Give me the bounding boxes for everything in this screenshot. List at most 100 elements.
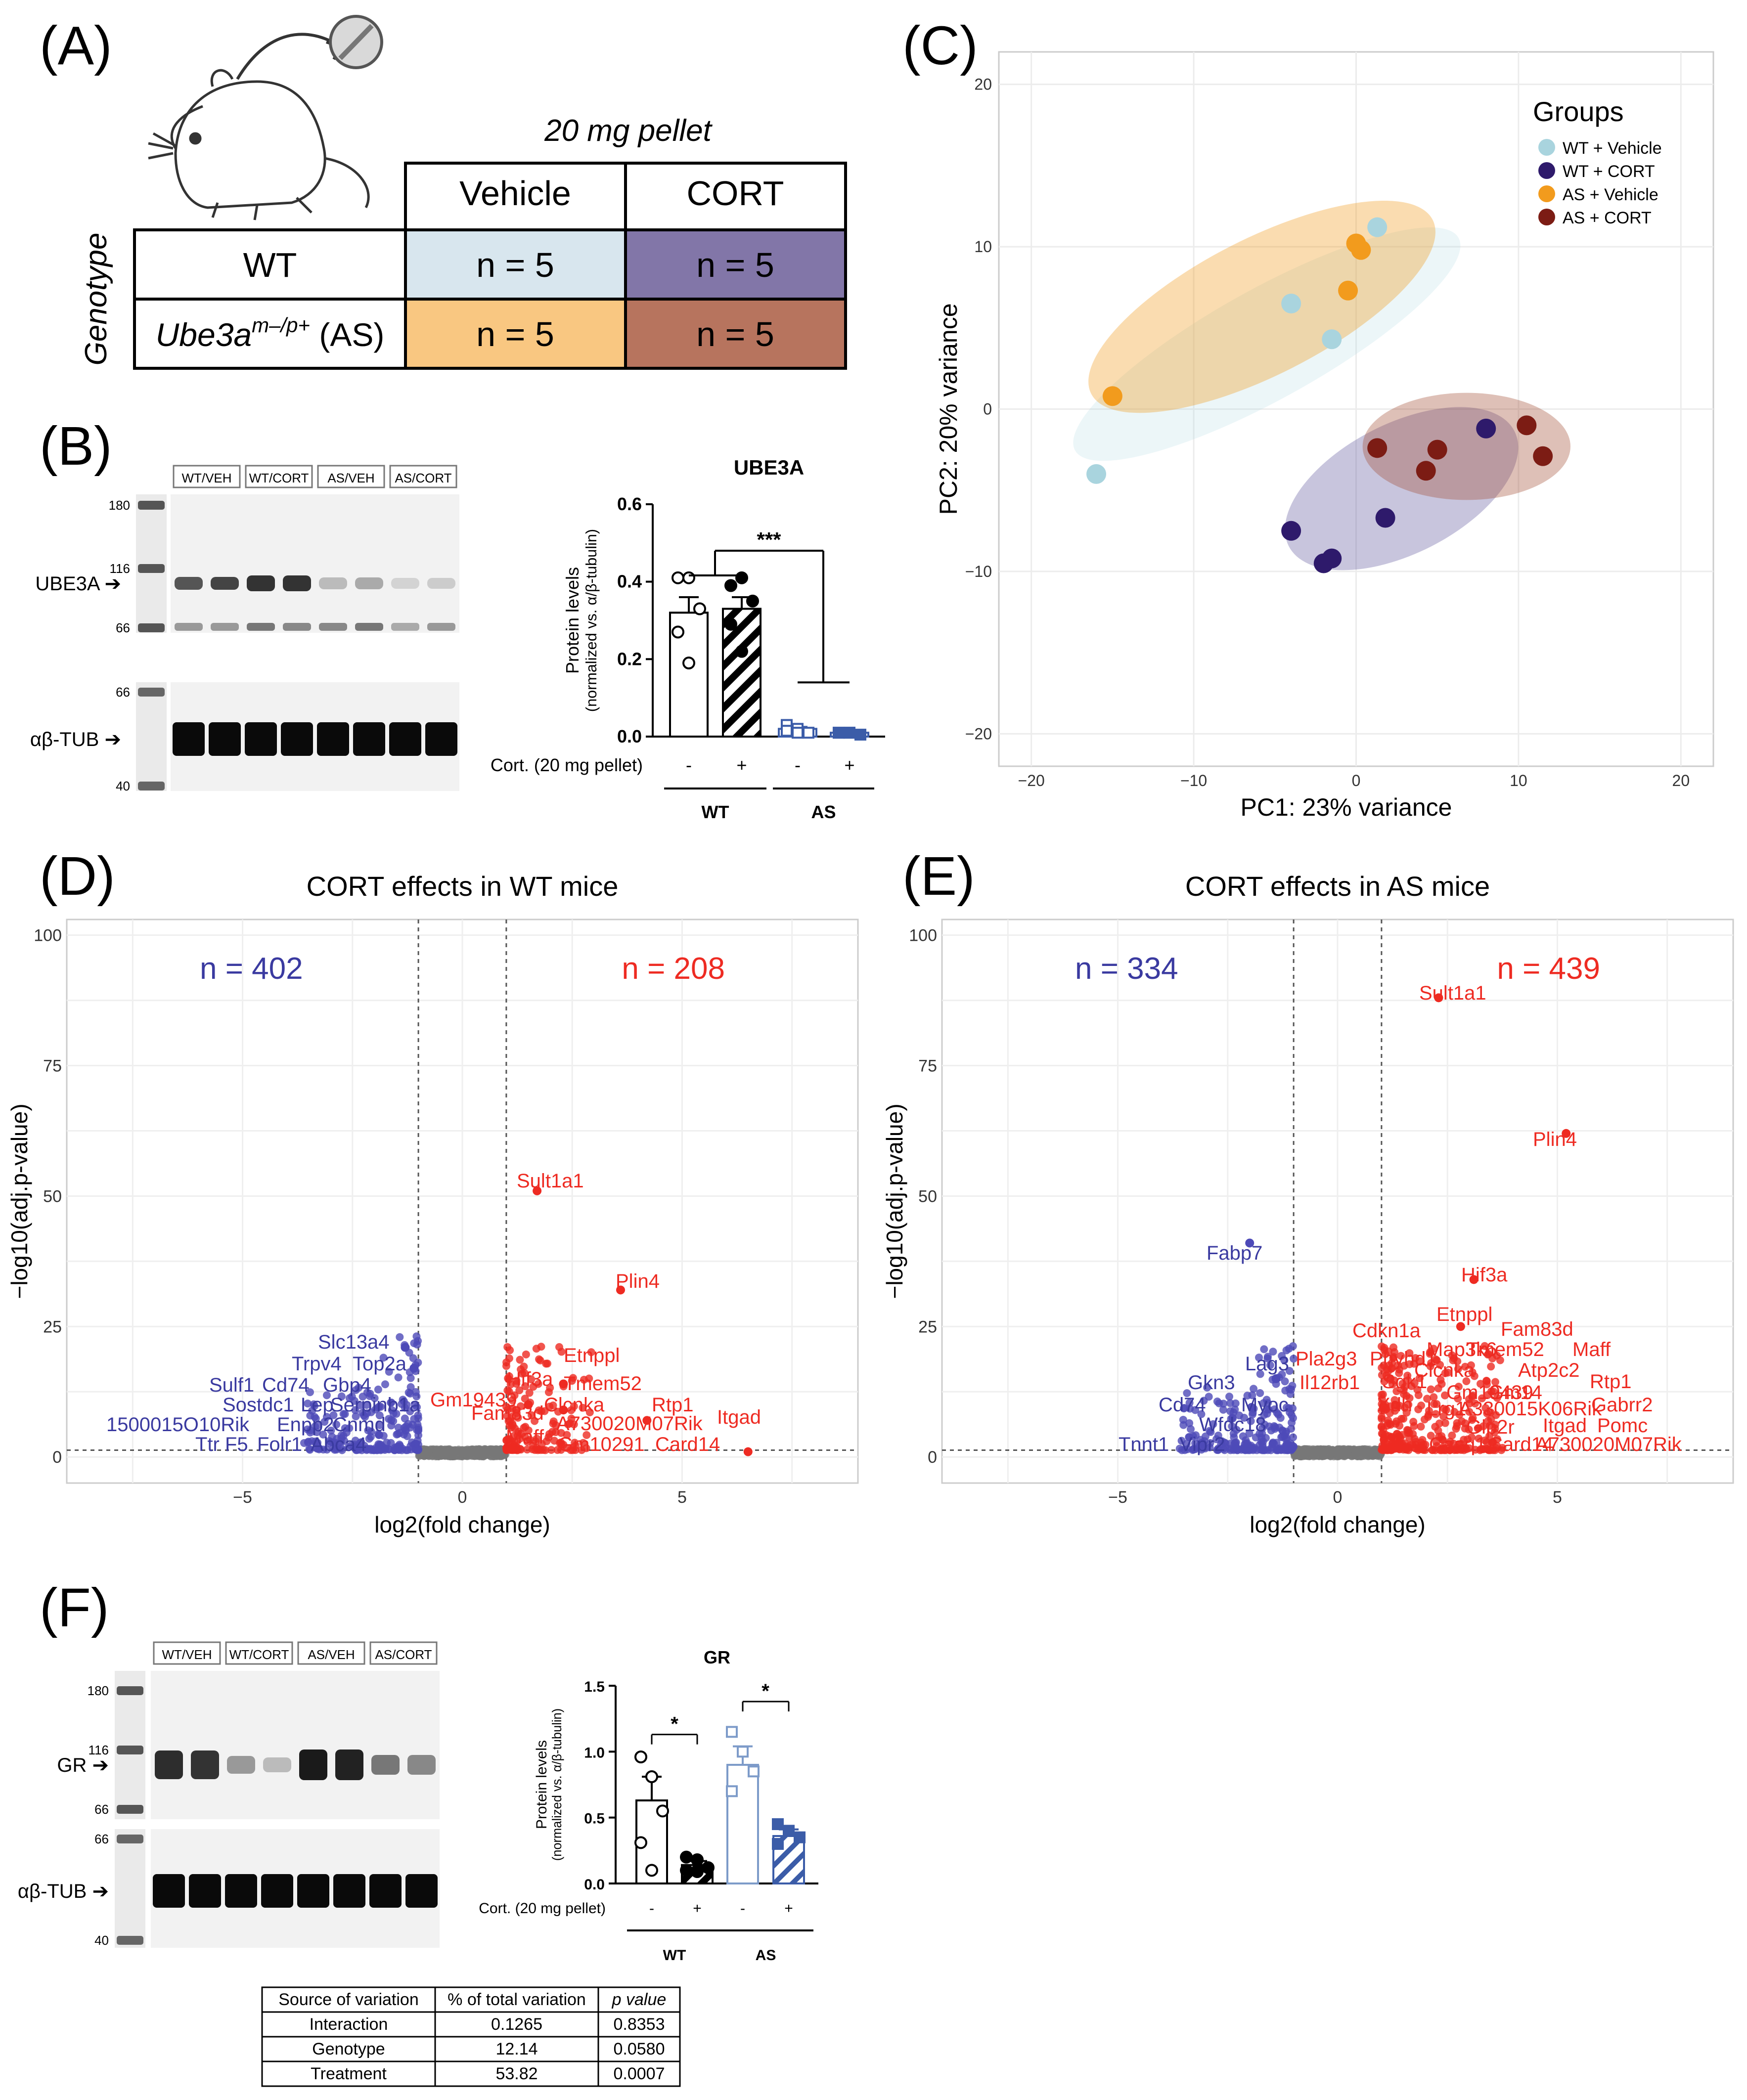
gene-point-up: [532, 1345, 540, 1353]
gene-point-down: [306, 1388, 314, 1397]
data-point: [772, 1838, 784, 1850]
gene-point-up: [1415, 1374, 1424, 1382]
gene-point-down: [379, 1354, 388, 1362]
gene-point-down: [406, 1423, 414, 1432]
gene-point-up: [564, 1420, 572, 1429]
gene-label: Il12rb1: [1299, 1372, 1360, 1394]
gene-label: Gm14: [1488, 1382, 1542, 1403]
gene-point-down: [341, 1424, 349, 1432]
bar: [722, 608, 762, 738]
gene-point-down: [1226, 1407, 1234, 1415]
gene-point-up: [516, 1356, 524, 1364]
pca-point: [1322, 329, 1342, 350]
gene-label: Top2a: [353, 1353, 407, 1375]
gene-point-up: [1491, 1378, 1500, 1386]
gene-point-up: [1454, 1365, 1462, 1373]
gene-point-up: [1457, 1417, 1466, 1426]
data-point: [634, 1750, 647, 1763]
y-tick-label: 20: [974, 76, 992, 93]
table-cell-text: Genotype: [312, 2040, 385, 2058]
gene-label: Sulf1: [209, 1374, 254, 1396]
data-point: [772, 1818, 784, 1830]
gene-point-up: [1381, 1350, 1389, 1358]
gene-point-up: [1427, 1385, 1435, 1394]
gene-point-down: [1205, 1393, 1213, 1401]
data-point: [672, 625, 684, 639]
minor-band: [427, 623, 455, 631]
gene-point-up: [527, 1375, 536, 1384]
gene-point-down: [414, 1426, 423, 1434]
protein-band: [299, 1750, 327, 1780]
table-cell-text: Treatment: [311, 2064, 387, 2083]
gene-point-up: [1492, 1411, 1500, 1419]
data-point: [735, 571, 748, 584]
gene-point-up: [1386, 1376, 1394, 1384]
gene-point-down: [1239, 1432, 1247, 1441]
table-cell: [597, 2060, 681, 2087]
gene-point-up: [1482, 1377, 1491, 1385]
ladder-band: [117, 1746, 143, 1754]
gene-point-up: [1404, 1376, 1412, 1385]
protein-band: [355, 577, 383, 589]
gene-point-up: [571, 1442, 580, 1450]
lane-header-box: [369, 1641, 438, 1665]
gene-label: Tnnt1: [1119, 1434, 1169, 1455]
gene-label: Folr1: [257, 1434, 302, 1455]
data-point: [748, 1765, 760, 1778]
gene-point-up: [525, 1389, 534, 1397]
gene-point-down: [311, 1402, 319, 1410]
gene-label: Fabp7: [1207, 1242, 1262, 1264]
n-as-vehicle: n = 5: [476, 315, 554, 353]
gene-label: Trpv4: [292, 1353, 342, 1375]
gene-point-up: [516, 1402, 525, 1410]
gene-label: Sult1a1: [517, 1170, 584, 1192]
gene-label: Itgad: [1543, 1415, 1587, 1437]
gene-point-up: [502, 1402, 511, 1411]
gene-label: Hif3a: [1461, 1264, 1508, 1286]
pca-point: [1338, 280, 1358, 301]
mouse-illustration: [148, 33, 370, 220]
gene-label: Gm19439: [430, 1389, 517, 1411]
ladder-band: [138, 623, 165, 632]
gene-point-up: [552, 1421, 560, 1430]
gene-label: Clcnka: [1414, 1359, 1475, 1381]
pellet-icon: [329, 15, 383, 69]
pca-point: [1086, 464, 1107, 484]
gene-point-down: [1248, 1391, 1256, 1400]
gene-point-down: [352, 1412, 360, 1421]
gene-label: A730020M07Rik: [556, 1413, 703, 1435]
cell-wt-vehicle: [404, 228, 627, 301]
gene-point-up: [505, 1387, 513, 1396]
minor-band: [355, 623, 383, 631]
bar-chart-gr: GR 1.5 1.0 0.5 0.0 Protein levels (normalized …: [479, 1647, 818, 1964]
gene-point-up: [512, 1377, 521, 1385]
gene-point-up: [579, 1439, 587, 1447]
gene-point-down: [1196, 1436, 1205, 1444]
protein-band: [319, 577, 347, 589]
gene-point-down: [404, 1389, 413, 1397]
gene-point-up: [1410, 1359, 1418, 1368]
gene-point-up: [522, 1350, 530, 1358]
x-tick-label: −10: [1180, 772, 1207, 789]
gene-point-down: [1260, 1345, 1268, 1354]
table-cell: [261, 2036, 436, 2062]
data-point: [691, 1853, 704, 1866]
protein-band: [191, 1750, 219, 1779]
gene-point-up: [1417, 1442, 1425, 1450]
gene-point-down: [337, 1431, 346, 1440]
gene-point-up: [1378, 1342, 1386, 1351]
gene-point-up: [553, 1446, 562, 1454]
gene-point-down: [337, 1392, 346, 1400]
gene-point-up: [1429, 1446, 1437, 1454]
tubulin-band: [425, 722, 457, 756]
gene-point-down: [1266, 1361, 1274, 1369]
gene-point-up: [505, 1354, 513, 1362]
gene-point-up: [1465, 1407, 1474, 1416]
n-as-cort: n = 5: [696, 315, 774, 353]
x-tick-label: −5: [233, 1488, 252, 1507]
protein-band: [175, 577, 203, 590]
gene-point-down: [1288, 1418, 1296, 1427]
gene-point-down: [1247, 1417, 1255, 1425]
cell-as-cort: [624, 298, 847, 370]
gene-point-down: [410, 1339, 418, 1348]
